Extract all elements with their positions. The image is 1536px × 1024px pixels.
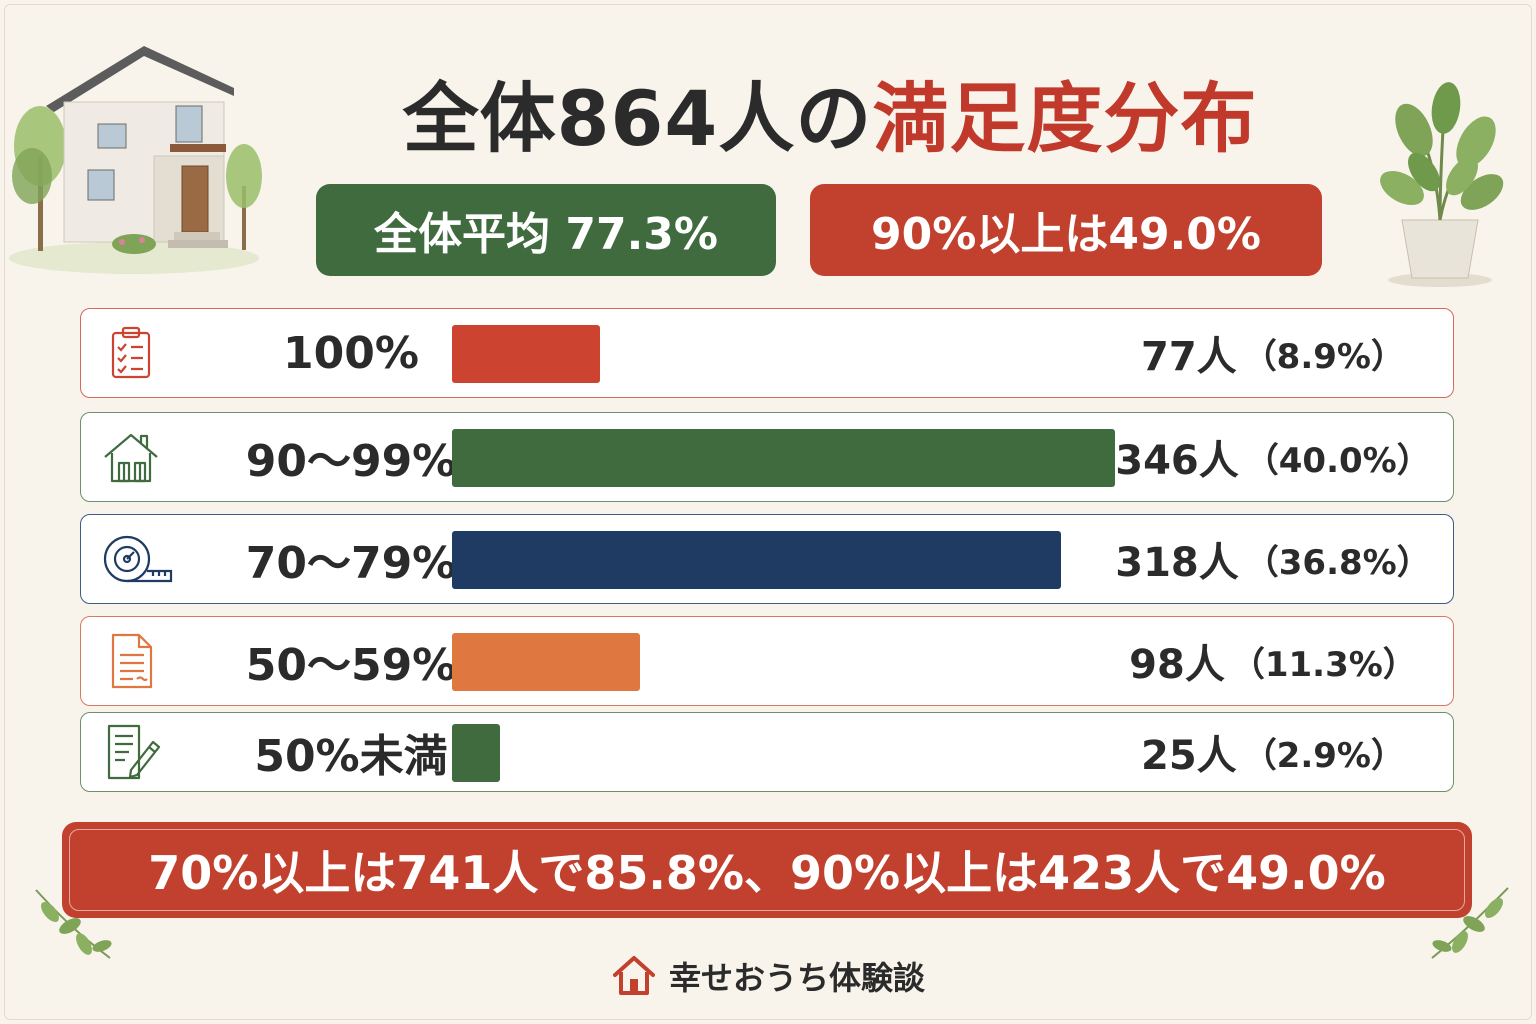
bar xyxy=(452,724,500,782)
bar xyxy=(452,633,640,691)
title-part-2: 満足度分布 xyxy=(872,74,1258,163)
chart-row: 50%未満 25人 （2.9%） xyxy=(80,712,1454,792)
percent-value: （36.8%） xyxy=(1244,542,1431,583)
house-icon xyxy=(101,427,161,487)
row-label: 90〜99% xyxy=(245,436,457,487)
row-label: 100% xyxy=(283,327,419,379)
leaf-sprig-right xyxy=(1431,887,1509,959)
count-value: 98人 xyxy=(1129,642,1225,688)
row-count: 98人 （11.3%） xyxy=(1113,617,1433,705)
footer-brand: 幸せおうち体験談 xyxy=(568,948,968,1004)
clipboard-checklist-icon xyxy=(101,323,161,383)
percent-value: （8.9%） xyxy=(1242,336,1405,377)
row-count: 77人 （8.9%） xyxy=(1113,309,1433,397)
leaf-sprig-left xyxy=(35,889,112,959)
tree-left xyxy=(12,106,66,251)
document-icon xyxy=(101,631,161,691)
summary-banner: 70%以上は741人で85.8%、90%以上は423人で49.0% xyxy=(62,822,1472,918)
row-count: 346人 （40.0%） xyxy=(1113,413,1433,501)
potted-plant-illustration xyxy=(1380,82,1504,287)
tape-measure-icon xyxy=(101,529,173,589)
row-label: 70〜79% xyxy=(245,538,457,589)
house-logo-icon xyxy=(612,956,655,995)
row-count: 25人 （2.9%） xyxy=(1113,713,1433,791)
page-title: 全体864人の 満足度分布 xyxy=(300,52,1360,172)
average-badge: 全体平均 77.3% xyxy=(316,184,776,276)
house-illustration xyxy=(9,46,262,274)
count-value: 77人 xyxy=(1141,334,1237,380)
count-value: 346人 xyxy=(1115,438,1239,484)
chart-row: 50〜59% 98人 （11.3%） xyxy=(80,616,1454,706)
count-value: 318人 xyxy=(1115,540,1239,586)
bar xyxy=(452,325,600,383)
bar xyxy=(452,531,1061,589)
note-pencil-icon xyxy=(101,722,161,782)
percent-value: （11.3%） xyxy=(1230,644,1417,685)
chart-row: 70〜79% 318人 （36.8%） xyxy=(80,514,1454,604)
chart-row: 100% 77人 （8.9%） xyxy=(80,308,1454,398)
bar xyxy=(452,429,1115,487)
percent-value: （2.9%） xyxy=(1242,735,1405,776)
top-tier-badge: 90%以上は49.0% xyxy=(810,184,1322,276)
brand-name: 幸せおうち体験談 xyxy=(668,959,925,997)
row-label: 50%未満 xyxy=(254,731,448,782)
tree-right xyxy=(226,144,262,250)
percent-value: （40.0%） xyxy=(1244,440,1431,481)
count-value: 25人 xyxy=(1141,733,1237,779)
title-part-1: 全体864人の xyxy=(402,74,873,163)
row-label: 50〜59% xyxy=(245,640,457,691)
chart-row: 90〜99% 346人 （40.0%） xyxy=(80,412,1454,502)
summary-text: 70%以上は741人で85.8%、90%以上は423人で49.0% xyxy=(148,846,1386,900)
row-count: 318人 （36.8%） xyxy=(1113,515,1433,603)
